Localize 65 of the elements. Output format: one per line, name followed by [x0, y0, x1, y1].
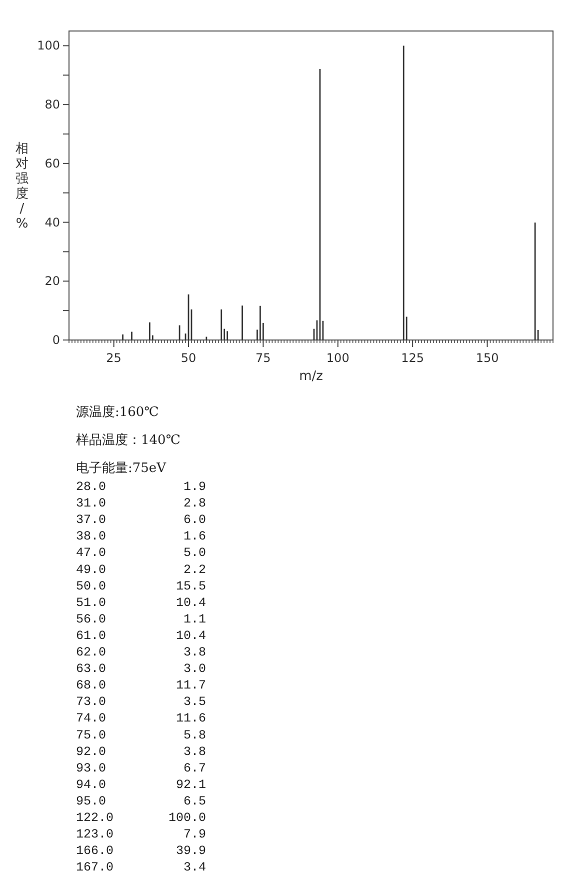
- y-tick-label: 100: [37, 38, 60, 53]
- text: 5.0: [183, 546, 206, 560]
- text: 50.0: [76, 579, 106, 594]
- text: 3.8: [183, 646, 206, 660]
- x-tick-label: 50: [180, 351, 196, 365]
- text: 样品温度：140℃: [76, 432, 180, 448]
- text: 166.0: [76, 844, 114, 858]
- text: 1.9: [183, 480, 206, 494]
- y-axis-title: 相对强度/%: [16, 142, 28, 232]
- text: 63.0: [76, 662, 106, 676]
- text: 3.4: [183, 860, 206, 875]
- text: 3.8: [183, 744, 206, 759]
- text: 6.0: [183, 513, 206, 528]
- text: 75.0: [76, 728, 106, 742]
- text: 38.0: [76, 530, 106, 544]
- x-tick-label: 100: [326, 351, 350, 365]
- text: 94.0: [76, 778, 106, 792]
- text: 92.0: [76, 744, 106, 759]
- y-tick-label: 80: [44, 98, 60, 112]
- text: 3.0: [183, 662, 206, 676]
- text: 47.0: [76, 546, 106, 560]
- text: 6.7: [183, 761, 206, 776]
- x-tick-label: 150: [476, 351, 499, 365]
- text: 源温度:160℃: [76, 404, 159, 420]
- text: 37.0: [76, 513, 106, 528]
- text: 122.0: [76, 811, 114, 825]
- text: 28.0: [76, 480, 106, 494]
- text: 11.7: [176, 678, 206, 693]
- text: 5.8: [183, 728, 206, 742]
- text: 61.0: [76, 628, 106, 643]
- text: 31.0: [76, 496, 106, 511]
- text: 1.1: [183, 612, 206, 626]
- text: 3.5: [183, 695, 206, 710]
- text: 167.0: [76, 860, 114, 875]
- text: 92.1: [176, 778, 206, 792]
- text: 123.0: [76, 828, 114, 842]
- y-tick-label: 20: [44, 274, 60, 288]
- text: 7.9: [183, 828, 206, 842]
- text: 10.4: [176, 596, 206, 610]
- text: 100.0: [168, 811, 206, 825]
- text: 11.6: [176, 712, 206, 726]
- text: 10.4: [176, 628, 206, 643]
- text: 2.2: [183, 562, 206, 577]
- y-tick-label: 40: [44, 215, 60, 230]
- text: 73.0: [76, 695, 106, 710]
- text: 39.9: [176, 844, 206, 858]
- x-tick-label: 125: [401, 351, 424, 365]
- text: 49.0: [76, 562, 106, 577]
- text: 95.0: [76, 794, 106, 808]
- text: 电子能量:75eV: [76, 461, 167, 476]
- x-tick-label: 75: [256, 351, 271, 365]
- text: 56.0: [76, 612, 106, 626]
- y-tick-label: 60: [44, 156, 60, 170]
- x-tick-label: 25: [106, 351, 122, 365]
- text: 15.5: [176, 579, 206, 594]
- x-axis-title: m/z: [299, 369, 324, 384]
- text: 51.0: [76, 596, 106, 610]
- text: 6.5: [183, 794, 206, 808]
- text: 2.8: [183, 496, 206, 511]
- text: 62.0: [76, 646, 106, 660]
- y-tick-label: 0: [52, 333, 60, 347]
- text: 1.6: [183, 530, 206, 544]
- text: 93.0: [76, 761, 106, 776]
- text: 74.0: [76, 712, 106, 726]
- text: 68.0: [76, 678, 106, 693]
